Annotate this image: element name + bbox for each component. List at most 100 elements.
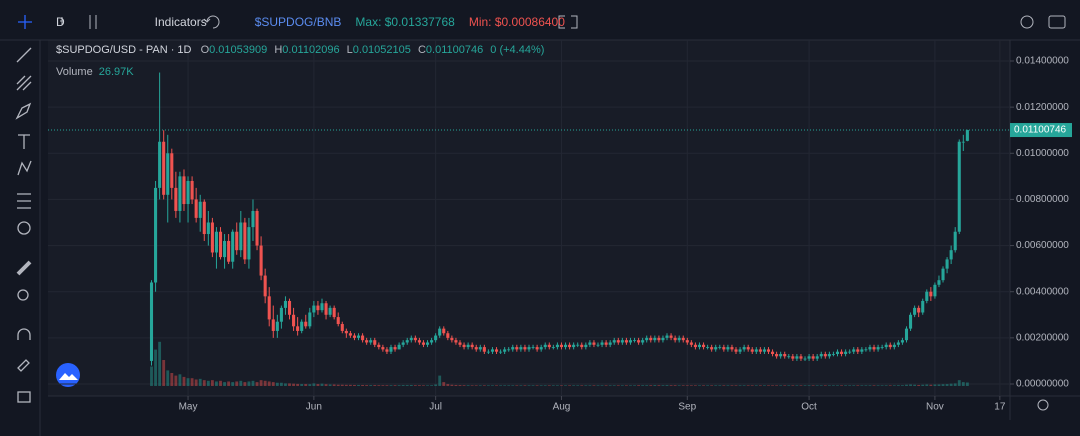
- last-price-label: 0.01100746: [1014, 125, 1067, 136]
- logo[interactable]: [56, 363, 80, 387]
- volume-bar: [422, 385, 425, 386]
- crosshair-tool[interactable]: [18, 15, 32, 29]
- volume-bar: [515, 385, 519, 386]
- lock-tool[interactable]: [17, 391, 31, 403]
- volume-bar: [519, 385, 523, 386]
- candle-body: [965, 130, 969, 141]
- legend-value: 0.01052105: [352, 44, 411, 56]
- volume-bar: [608, 385, 612, 386]
- candle-body: [466, 344, 470, 348]
- candle-body: [210, 222, 214, 253]
- volume-bar: [852, 385, 856, 386]
- candle-body: [186, 180, 190, 205]
- volume-bar: [880, 385, 884, 386]
- volume-bar: [474, 385, 478, 386]
- candle-body: [149, 282, 154, 361]
- candle-body: [819, 354, 823, 357]
- candle-body: [425, 342, 430, 345]
- candle-body: [921, 300, 925, 313]
- volume-bar: [616, 385, 620, 386]
- interval-button[interactable]: D: [56, 15, 65, 29]
- candle-body: [409, 337, 413, 341]
- volume-bar: [308, 384, 312, 386]
- candle-body: [361, 335, 365, 341]
- magnet-tool[interactable]: [17, 328, 31, 340]
- volume-bar: [543, 385, 547, 386]
- max-price: Max: $0.01337768: [355, 15, 455, 29]
- candle-body: [194, 199, 198, 218]
- emoji-tool[interactable]: [17, 221, 31, 235]
- volume-bar: [397, 385, 401, 386]
- text-tool[interactable]: [18, 134, 30, 149]
- volume-bar: [592, 385, 596, 386]
- candle-body: [438, 328, 442, 336]
- candle-body: [953, 231, 957, 251]
- lock-draw-tool[interactable]: [17, 359, 30, 372]
- candle-body: [856, 349, 860, 352]
- pair-link[interactable]: $SUPDOG/BNB: [254, 15, 342, 29]
- candle-body: [401, 342, 405, 345]
- candle-body: [340, 324, 344, 331]
- trend-line-tool[interactable]: [16, 47, 32, 63]
- volume-bar: [486, 385, 490, 386]
- brush-tool[interactable]: [15, 102, 32, 120]
- candle-body: [218, 231, 223, 258]
- volume-bar: [158, 341, 162, 386]
- candle-body: [831, 354, 835, 355]
- candle-body: [730, 347, 734, 350]
- fib-tool[interactable]: [16, 75, 32, 91]
- drawing-tools[interactable]: [15, 15, 32, 403]
- candle-body: [328, 307, 332, 315]
- axis-settings-icon[interactable]: [1037, 399, 1049, 411]
- candle-body: [462, 344, 466, 348]
- candle-body: [572, 344, 576, 348]
- candle-body: [292, 314, 296, 327]
- volume-bar: [328, 384, 332, 386]
- volume-bar: [523, 385, 527, 386]
- undo-icon[interactable]: [203, 15, 220, 29]
- candle-body: [470, 344, 474, 348]
- candle-body: [356, 335, 361, 338]
- volume-bar: [775, 385, 779, 386]
- volume-bar: [576, 385, 580, 386]
- zoom-tool[interactable]: [17, 289, 29, 301]
- candle-body: [563, 344, 568, 348]
- bar-style-icon[interactable]: [60, 15, 97, 29]
- volume-bar: [819, 385, 823, 386]
- x-tick-label: Oct: [801, 402, 817, 413]
- volume-bar: [288, 383, 291, 386]
- candle-body: [336, 317, 340, 325]
- volume-bar: [799, 385, 803, 386]
- candle-body: [344, 330, 348, 334]
- y-tick-label: 0.01200000: [1016, 102, 1069, 113]
- candle-body: [259, 245, 263, 276]
- candle-body: [559, 344, 564, 348]
- candle-body: [876, 347, 880, 350]
- volume-bar: [393, 385, 397, 386]
- settings-icon[interactable]: [1020, 15, 1034, 29]
- candle-body: [620, 340, 624, 343]
- volume-bar: [710, 385, 714, 386]
- candle-body: [961, 141, 965, 143]
- volume-bar: [186, 378, 190, 386]
- candle-body: [296, 326, 300, 331]
- indicators-button[interactable]: Indicators: [154, 15, 207, 29]
- candle-body: [750, 349, 754, 352]
- volume-bar: [763, 385, 766, 386]
- volume-bar: [438, 375, 442, 386]
- volume-bar: [945, 384, 949, 386]
- prediction-tool[interactable]: [17, 193, 31, 209]
- volume-bar: [738, 385, 742, 386]
- snapshot-icon[interactable]: [1048, 15, 1066, 29]
- volume-bar: [929, 384, 933, 386]
- volume-bar: [844, 385, 848, 386]
- pattern-tool[interactable]: [17, 160, 32, 176]
- volume-bar: [365, 385, 369, 386]
- volume-bar: [677, 385, 681, 386]
- measure-tool[interactable]: [16, 260, 32, 276]
- volume-legend: Volume 26.97K: [56, 66, 134, 78]
- fullscreen-icon[interactable]: [558, 15, 578, 29]
- legend-label: C: [417, 44, 426, 56]
- volume-bar: [462, 385, 466, 386]
